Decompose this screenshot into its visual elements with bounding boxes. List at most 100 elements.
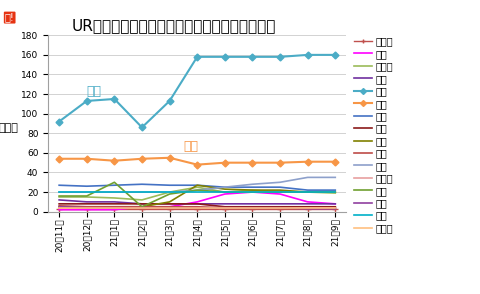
山口 <box>84 206 89 210</box>
埼玉 <box>111 97 117 101</box>
京都 <box>139 205 144 208</box>
和歌山 <box>111 206 117 210</box>
山口 <box>249 206 255 210</box>
鹿児島 <box>304 206 310 210</box>
奈良 <box>276 181 282 184</box>
愛知 <box>167 183 172 187</box>
千葉 <box>194 202 200 206</box>
Line: 愛知: 愛知 <box>59 184 335 190</box>
愛知 <box>249 186 255 189</box>
Line: 広島: 広島 <box>59 182 335 207</box>
Text: マ!: マ! <box>5 13 14 23</box>
滋賀 <box>304 190 310 194</box>
滋賀 <box>249 188 255 192</box>
滋賀 <box>139 205 144 208</box>
神奈川 <box>194 186 200 189</box>
北海道 <box>84 207 89 211</box>
神奈川 <box>304 190 310 194</box>
神奈川 <box>249 188 255 192</box>
千葉 <box>249 202 255 206</box>
鹿児島 <box>194 206 200 210</box>
Line: 神奈川: 神奈川 <box>59 187 335 200</box>
Text: UR賃貸の特別募集住宅（事故物件）戸数の推移: UR賃貸の特別募集住宅（事故物件）戸数の推移 <box>72 18 276 33</box>
京都 <box>249 206 255 210</box>
広島 <box>111 181 117 184</box>
神奈川 <box>56 195 62 199</box>
鹿児島 <box>332 206 337 210</box>
鹿児島 <box>84 206 89 210</box>
北海道 <box>139 207 144 211</box>
和歌山 <box>167 206 172 210</box>
広島 <box>332 190 337 194</box>
千葉 <box>56 198 62 202</box>
東京 <box>332 202 337 206</box>
Text: 兵庫: 兵庫 <box>183 140 198 153</box>
神奈川 <box>139 198 144 202</box>
北海道 <box>304 207 310 211</box>
千葉 <box>84 200 89 204</box>
神奈川 <box>276 190 282 194</box>
鹿児島 <box>56 206 62 210</box>
広島 <box>194 188 200 192</box>
広島 <box>84 194 89 198</box>
京都 <box>276 206 282 210</box>
福岡 <box>111 190 117 194</box>
奈良 <box>139 190 144 194</box>
愛知 <box>332 188 337 192</box>
三重 <box>167 202 172 206</box>
京都 <box>221 206 227 210</box>
埼玉 <box>139 126 144 129</box>
Line: 茨城: 茨城 <box>57 155 337 167</box>
Line: 滋賀: 滋賀 <box>59 185 335 207</box>
埼玉 <box>304 53 310 57</box>
茨城 <box>167 156 172 160</box>
奈良 <box>167 190 172 194</box>
和歌山 <box>304 206 310 210</box>
滋賀 <box>84 205 89 208</box>
福岡 <box>304 190 310 194</box>
鹿児島 <box>139 206 144 210</box>
北海道 <box>221 207 227 211</box>
奈良 <box>332 176 337 179</box>
福岡 <box>84 190 89 194</box>
京都 <box>332 206 337 210</box>
東京 <box>111 208 117 211</box>
広島 <box>221 190 227 194</box>
三重 <box>276 205 282 208</box>
三重 <box>249 205 255 208</box>
北海道 <box>276 207 282 211</box>
東京 <box>249 190 255 194</box>
茨城 <box>332 160 337 163</box>
Line: 埼玉: 埼玉 <box>57 52 337 130</box>
和歌山 <box>194 206 200 210</box>
滋賀 <box>56 205 62 208</box>
東京 <box>221 192 227 196</box>
福岡 <box>194 190 200 194</box>
Line: 京都: 京都 <box>59 206 335 208</box>
愛知 <box>304 188 310 192</box>
Line: 東京: 東京 <box>59 192 335 210</box>
福岡 <box>167 190 172 194</box>
三重 <box>56 202 62 206</box>
広島 <box>304 190 310 194</box>
京都 <box>167 205 172 208</box>
京都 <box>194 205 200 208</box>
鹿児島 <box>111 206 117 210</box>
神奈川 <box>84 195 89 199</box>
滋賀 <box>194 183 200 187</box>
千葉 <box>139 202 144 206</box>
京都 <box>56 204 62 208</box>
神奈川 <box>332 191 337 195</box>
愛知 <box>221 186 227 189</box>
千葉 <box>221 202 227 206</box>
奈良 <box>111 190 117 194</box>
愛知 <box>111 183 117 187</box>
京都 <box>84 205 89 208</box>
茨城 <box>276 161 282 164</box>
千葉 <box>276 202 282 206</box>
三重 <box>332 205 337 208</box>
山口 <box>111 206 117 210</box>
茨城 <box>56 157 62 161</box>
奈良 <box>249 183 255 186</box>
埼玉 <box>221 55 227 59</box>
